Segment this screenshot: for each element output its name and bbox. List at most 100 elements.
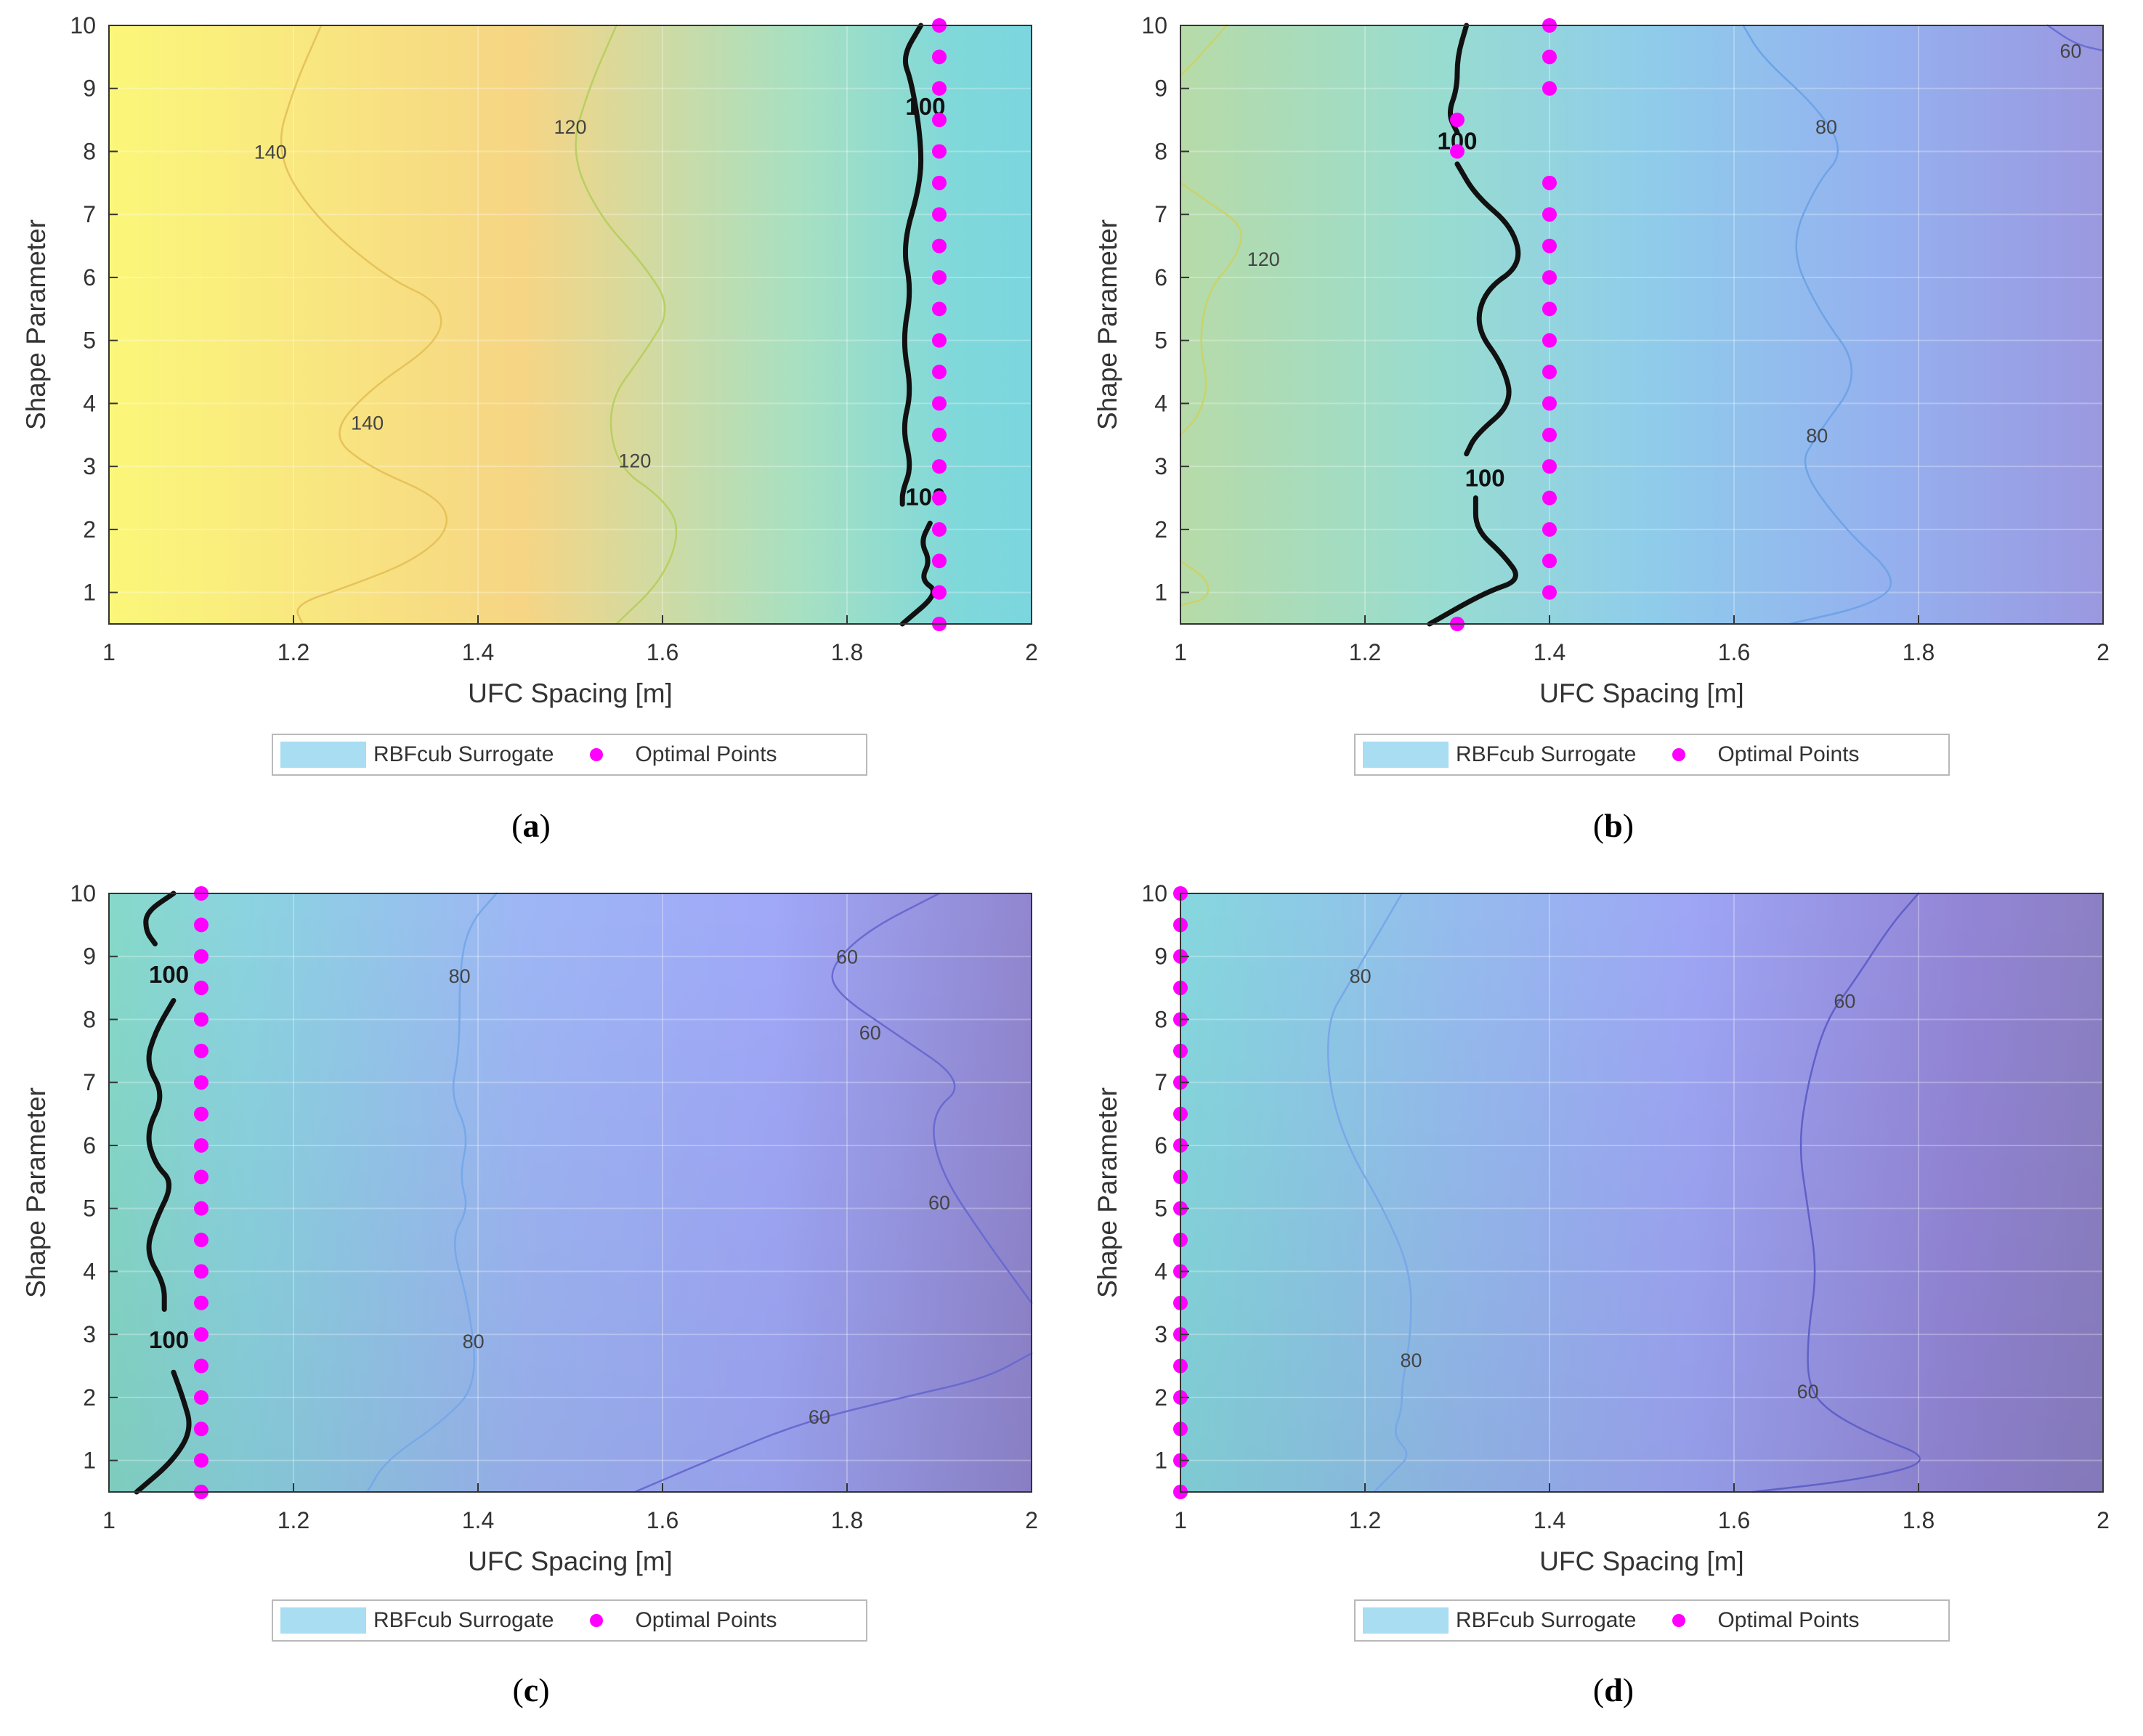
x-tick-label: 1.4	[1534, 1507, 1565, 1533]
optimal-point	[932, 490, 947, 506]
legend-surrogate-label: RBFcub Surrogate	[373, 1608, 554, 1632]
caption-b: (b)	[1592, 807, 1634, 844]
x-tick-label: 1.6	[647, 639, 678, 665]
optimal-point	[1450, 144, 1465, 159]
x-tick-label: 2	[2097, 639, 2110, 665]
optimal-point	[1542, 427, 1557, 442]
y-axis-label: Shape Parameter	[21, 219, 51, 430]
y-tick-label: 1	[1154, 580, 1167, 606]
x-tick-label: 1.8	[1903, 639, 1935, 665]
y-tick-label: 5	[1154, 328, 1167, 354]
contour-line-100	[1427, 495, 1518, 627]
caption-c: (c)	[512, 1671, 550, 1708]
y-tick-label: 7	[83, 1069, 96, 1095]
optimal-point	[1542, 49, 1557, 65]
optimal-point	[932, 333, 947, 348]
optimal-point	[194, 1043, 208, 1058]
optimal-point	[1542, 585, 1557, 600]
contour-line-100	[1454, 161, 1521, 457]
x-tick-label: 1.2	[278, 1507, 309, 1533]
y-tick-label: 8	[1154, 138, 1167, 164]
surrogate-swatch	[280, 1607, 366, 1634]
y-tick-label: 6	[1154, 264, 1167, 291]
optimal-point	[932, 49, 947, 65]
contour-line-100	[899, 520, 936, 627]
y-tick-label: 6	[83, 1132, 96, 1159]
optimal-point-marker	[1672, 748, 1686, 761]
panel-b: 120 100 100 80 80 60 1 1.2 1.4 1.6 1.8 2 1 2 3 4 5 6 7 8 9 10…	[1072, 0, 2143, 868]
contour-label: 80	[1806, 425, 1828, 447]
y-tick-label: 7	[1154, 201, 1167, 227]
x-tick-label: 2	[1025, 1507, 1038, 1533]
optimal-point	[194, 1169, 208, 1185]
legend-c: RBFcub Surrogate Optimal Points	[272, 1599, 867, 1642]
optimal-point	[932, 585, 947, 600]
contour-line-60	[2046, 24, 2104, 52]
optimal-point	[932, 207, 947, 222]
contour-label: 100	[149, 961, 189, 988]
contour-line-120	[1179, 182, 1242, 437]
optimal-point	[1542, 522, 1557, 537]
contour-line-100	[143, 891, 177, 946]
contour-line-120	[1179, 560, 1210, 607]
axes-box	[1180, 25, 2104, 625]
y-tick-label: 4	[1154, 1258, 1167, 1284]
optimal-point	[194, 917, 208, 933]
contour-label: 80	[463, 1331, 485, 1352]
surface-shading	[109, 25, 1032, 624]
x-tick-label: 1	[1174, 639, 1187, 665]
x-tick-label: 2	[2097, 1507, 2110, 1533]
contour-line-80	[1326, 892, 1412, 1493]
optimal-point	[932, 396, 947, 411]
contour-line-80	[366, 892, 498, 1493]
y-tick-label: 3	[83, 1321, 96, 1347]
y-tick-label: 9	[1154, 76, 1167, 102]
y-tick-label: 6	[83, 264, 96, 291]
optimal-point	[194, 1201, 208, 1216]
x-axis-label: UFC Spacing [m]	[468, 678, 673, 708]
y-tick-label: 1	[83, 1448, 96, 1474]
axes-box	[1180, 893, 2104, 1493]
contour-label: 60	[928, 1192, 950, 1214]
contour-label: 100	[149, 1326, 189, 1353]
optimal-point	[932, 113, 947, 128]
x-tick-label: 1.8	[1903, 1507, 1935, 1533]
x-tick-label: 1.4	[462, 1507, 494, 1533]
optimal-point	[932, 301, 947, 317]
contour-label: 120	[1247, 248, 1280, 270]
caption-a: (a)	[511, 807, 551, 844]
x-tick-label: 1	[1174, 1507, 1187, 1533]
optimal-point	[1542, 207, 1557, 222]
optimal-point	[932, 522, 947, 537]
optimal-point	[194, 1233, 208, 1248]
y-axis-label: Shape Parameter	[21, 1087, 51, 1298]
legend-surrogate-label: RBFcub Surrogate	[1456, 1608, 1637, 1632]
contour-label: 60	[809, 1406, 830, 1428]
optimal-point	[194, 949, 208, 964]
optimal-point	[194, 1453, 208, 1468]
surrogate-swatch	[1363, 742, 1449, 768]
optimal-point	[1542, 365, 1557, 380]
optimal-point	[194, 981, 208, 996]
contour-line-100	[134, 1369, 192, 1495]
optimal-point	[1542, 396, 1557, 411]
y-tick-label: 4	[83, 1258, 96, 1284]
contour-line-100	[899, 23, 924, 507]
x-axis-label: UFC Spacing [m]	[1539, 678, 1744, 708]
optimal-point	[932, 144, 947, 159]
surface-shading	[1180, 25, 2103, 624]
optimal-point	[194, 1012, 208, 1027]
y-tick-label: 5	[83, 1196, 96, 1222]
x-axis-label: UFC Spacing [m]	[1539, 1546, 1744, 1576]
optimal-point	[1542, 269, 1557, 285]
optimal-point	[932, 365, 947, 380]
optimal-point	[932, 269, 947, 285]
y-tick-label: 2	[1154, 516, 1167, 543]
y-tick-label: 5	[83, 328, 96, 354]
surface-shading	[1180, 893, 2103, 1492]
optimal-point-marker	[1672, 1614, 1686, 1627]
y-tick-label: 8	[1154, 1006, 1167, 1032]
panel-c: 60 60 60 60 80 80 100 100 1 1.2 1.4 1.6 1.8 2 1 2 3 4 5 6 7 8…	[0, 868, 1072, 1736]
axes-box	[108, 25, 1032, 625]
